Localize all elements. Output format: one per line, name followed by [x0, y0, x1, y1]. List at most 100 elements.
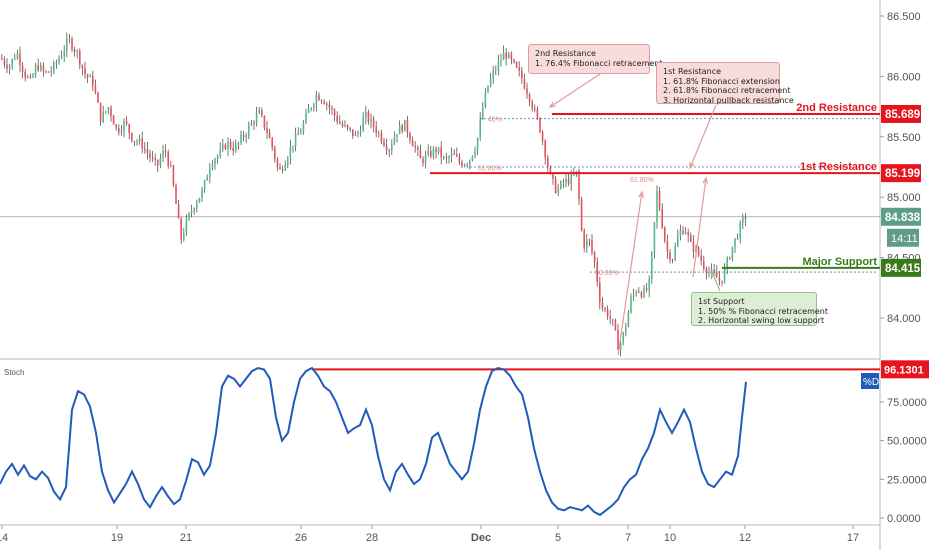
- note-1st-resistance[interactable]: 1st Resistance 1. 61.8% Fibonacci extens…: [656, 62, 794, 105]
- note-line: 2nd Resistance: [535, 49, 596, 58]
- candle-body: [692, 241, 695, 252]
- badge-2nd-resistance-bg: [881, 104, 921, 123]
- candle-body: [432, 148, 435, 157]
- note-2nd-resistance[interactable]: 2nd Resistance 1. 76.4% Fibonacci retrac…: [528, 44, 663, 74]
- candle-body: [492, 71, 494, 78]
- candle-body: [63, 50, 65, 56]
- candle-body: [170, 165, 172, 167]
- candle-body: [541, 131, 544, 141]
- candle-body: [141, 138, 143, 149]
- time-axis: 14 19 21 26 28 Dec 5 7 10 12 17: [0, 525, 859, 544]
- candle-body: [167, 152, 169, 166]
- level-label: 1st Resistance: [800, 161, 877, 173]
- candle-body: [357, 133, 359, 135]
- candle-body: [398, 125, 401, 135]
- badge-2nd-resistance: 85.689: [885, 109, 920, 121]
- arrow-head: [548, 101, 557, 108]
- candle-body: [700, 255, 702, 262]
- candle-body: [287, 158, 289, 165]
- candle-body: [219, 149, 221, 156]
- candle-body: [79, 51, 81, 66]
- note-1st-support[interactable]: 1st Support 1. 50% % Fibonacci retraceme…: [691, 292, 828, 326]
- candle-body: [112, 115, 115, 125]
- candle-body: [6, 64, 8, 69]
- candle-body: [99, 102, 102, 122]
- candle-body: [81, 65, 84, 69]
- candle-body: [115, 124, 117, 128]
- candle-body: [305, 113, 307, 123]
- candle-body: [385, 145, 388, 151]
- candle-body: [596, 262, 598, 283]
- candle-body: [391, 144, 393, 151]
- candle-body: [365, 111, 367, 118]
- candle-body: [450, 153, 453, 158]
- candle-body: [326, 103, 328, 105]
- candle-body: [188, 213, 190, 219]
- candle-body: [484, 92, 487, 107]
- candle-body: [320, 100, 323, 102]
- badge-1st-resistance: 85.199: [885, 168, 920, 180]
- candle-body: [487, 85, 489, 93]
- candle-body: [47, 71, 50, 73]
- price-tick-label: 86.000: [887, 71, 921, 83]
- candle-body: [190, 211, 193, 214]
- stoch-axis: 75.0000 50.0000 25.0000 0.0000: [880, 397, 927, 525]
- candle-body: [118, 127, 120, 133]
- candle-body: [474, 150, 476, 156]
- candle-body: [248, 125, 250, 136]
- candle-body: [383, 141, 385, 146]
- candle-body: [523, 78, 526, 89]
- candle-body: [495, 70, 497, 72]
- candle-body: [726, 257, 728, 268]
- stochastic-pane: Stoch: [0, 366, 880, 517]
- candle-body: [3, 59, 6, 65]
- candle-body: [489, 77, 492, 86]
- candle-body: [214, 159, 216, 165]
- candle-body: [443, 156, 445, 158]
- arrow-head: [638, 190, 645, 198]
- candle-body: [430, 150, 432, 157]
- candle-body: [505, 52, 507, 59]
- candle-body: [445, 156, 448, 158]
- candle-body: [612, 319, 614, 321]
- candle-body: [268, 132, 271, 139]
- stoch-tick-label: 0.0000: [887, 513, 921, 525]
- candle-body: [627, 312, 630, 328]
- candle-body: [53, 62, 55, 71]
- candle-body: [583, 230, 585, 248]
- candle-body: [734, 238, 736, 247]
- candle-body: [34, 65, 37, 76]
- candle-body: [279, 166, 281, 170]
- candle-body: [461, 162, 463, 167]
- candle-body: [588, 239, 591, 241]
- candle-body: [271, 138, 273, 148]
- candle-body: [253, 122, 255, 124]
- candle-body: [406, 119, 409, 134]
- candle-body: [297, 133, 299, 135]
- candle-body: [508, 53, 510, 59]
- time-tick-label: 14: [0, 532, 8, 544]
- candle-body: [632, 293, 635, 297]
- candle-body: [526, 88, 528, 94]
- candle-body: [76, 51, 78, 53]
- fib-label: 61.80%: [478, 166, 502, 173]
- badge-1st-resistance-bg: [881, 164, 921, 183]
- badge-countdown-bg: [887, 228, 919, 247]
- candle-body: [604, 308, 606, 310]
- candle-body: [661, 209, 663, 228]
- candle-body: [245, 135, 247, 138]
- candle-body: [250, 122, 253, 126]
- candle-body: [372, 118, 375, 127]
- candle-body: [16, 53, 19, 59]
- annotation-arrow: [692, 177, 707, 278]
- time-tick-label: 28: [366, 532, 378, 544]
- candle-body: [510, 53, 513, 60]
- candle-body: [625, 327, 627, 333]
- price-tick-label: 86.500: [887, 11, 921, 23]
- candle-body: [638, 291, 640, 293]
- price-tick-label: 84.000: [887, 313, 921, 325]
- candle-body: [154, 157, 156, 160]
- candle-body: [349, 127, 351, 130]
- candle-body: [448, 157, 450, 159]
